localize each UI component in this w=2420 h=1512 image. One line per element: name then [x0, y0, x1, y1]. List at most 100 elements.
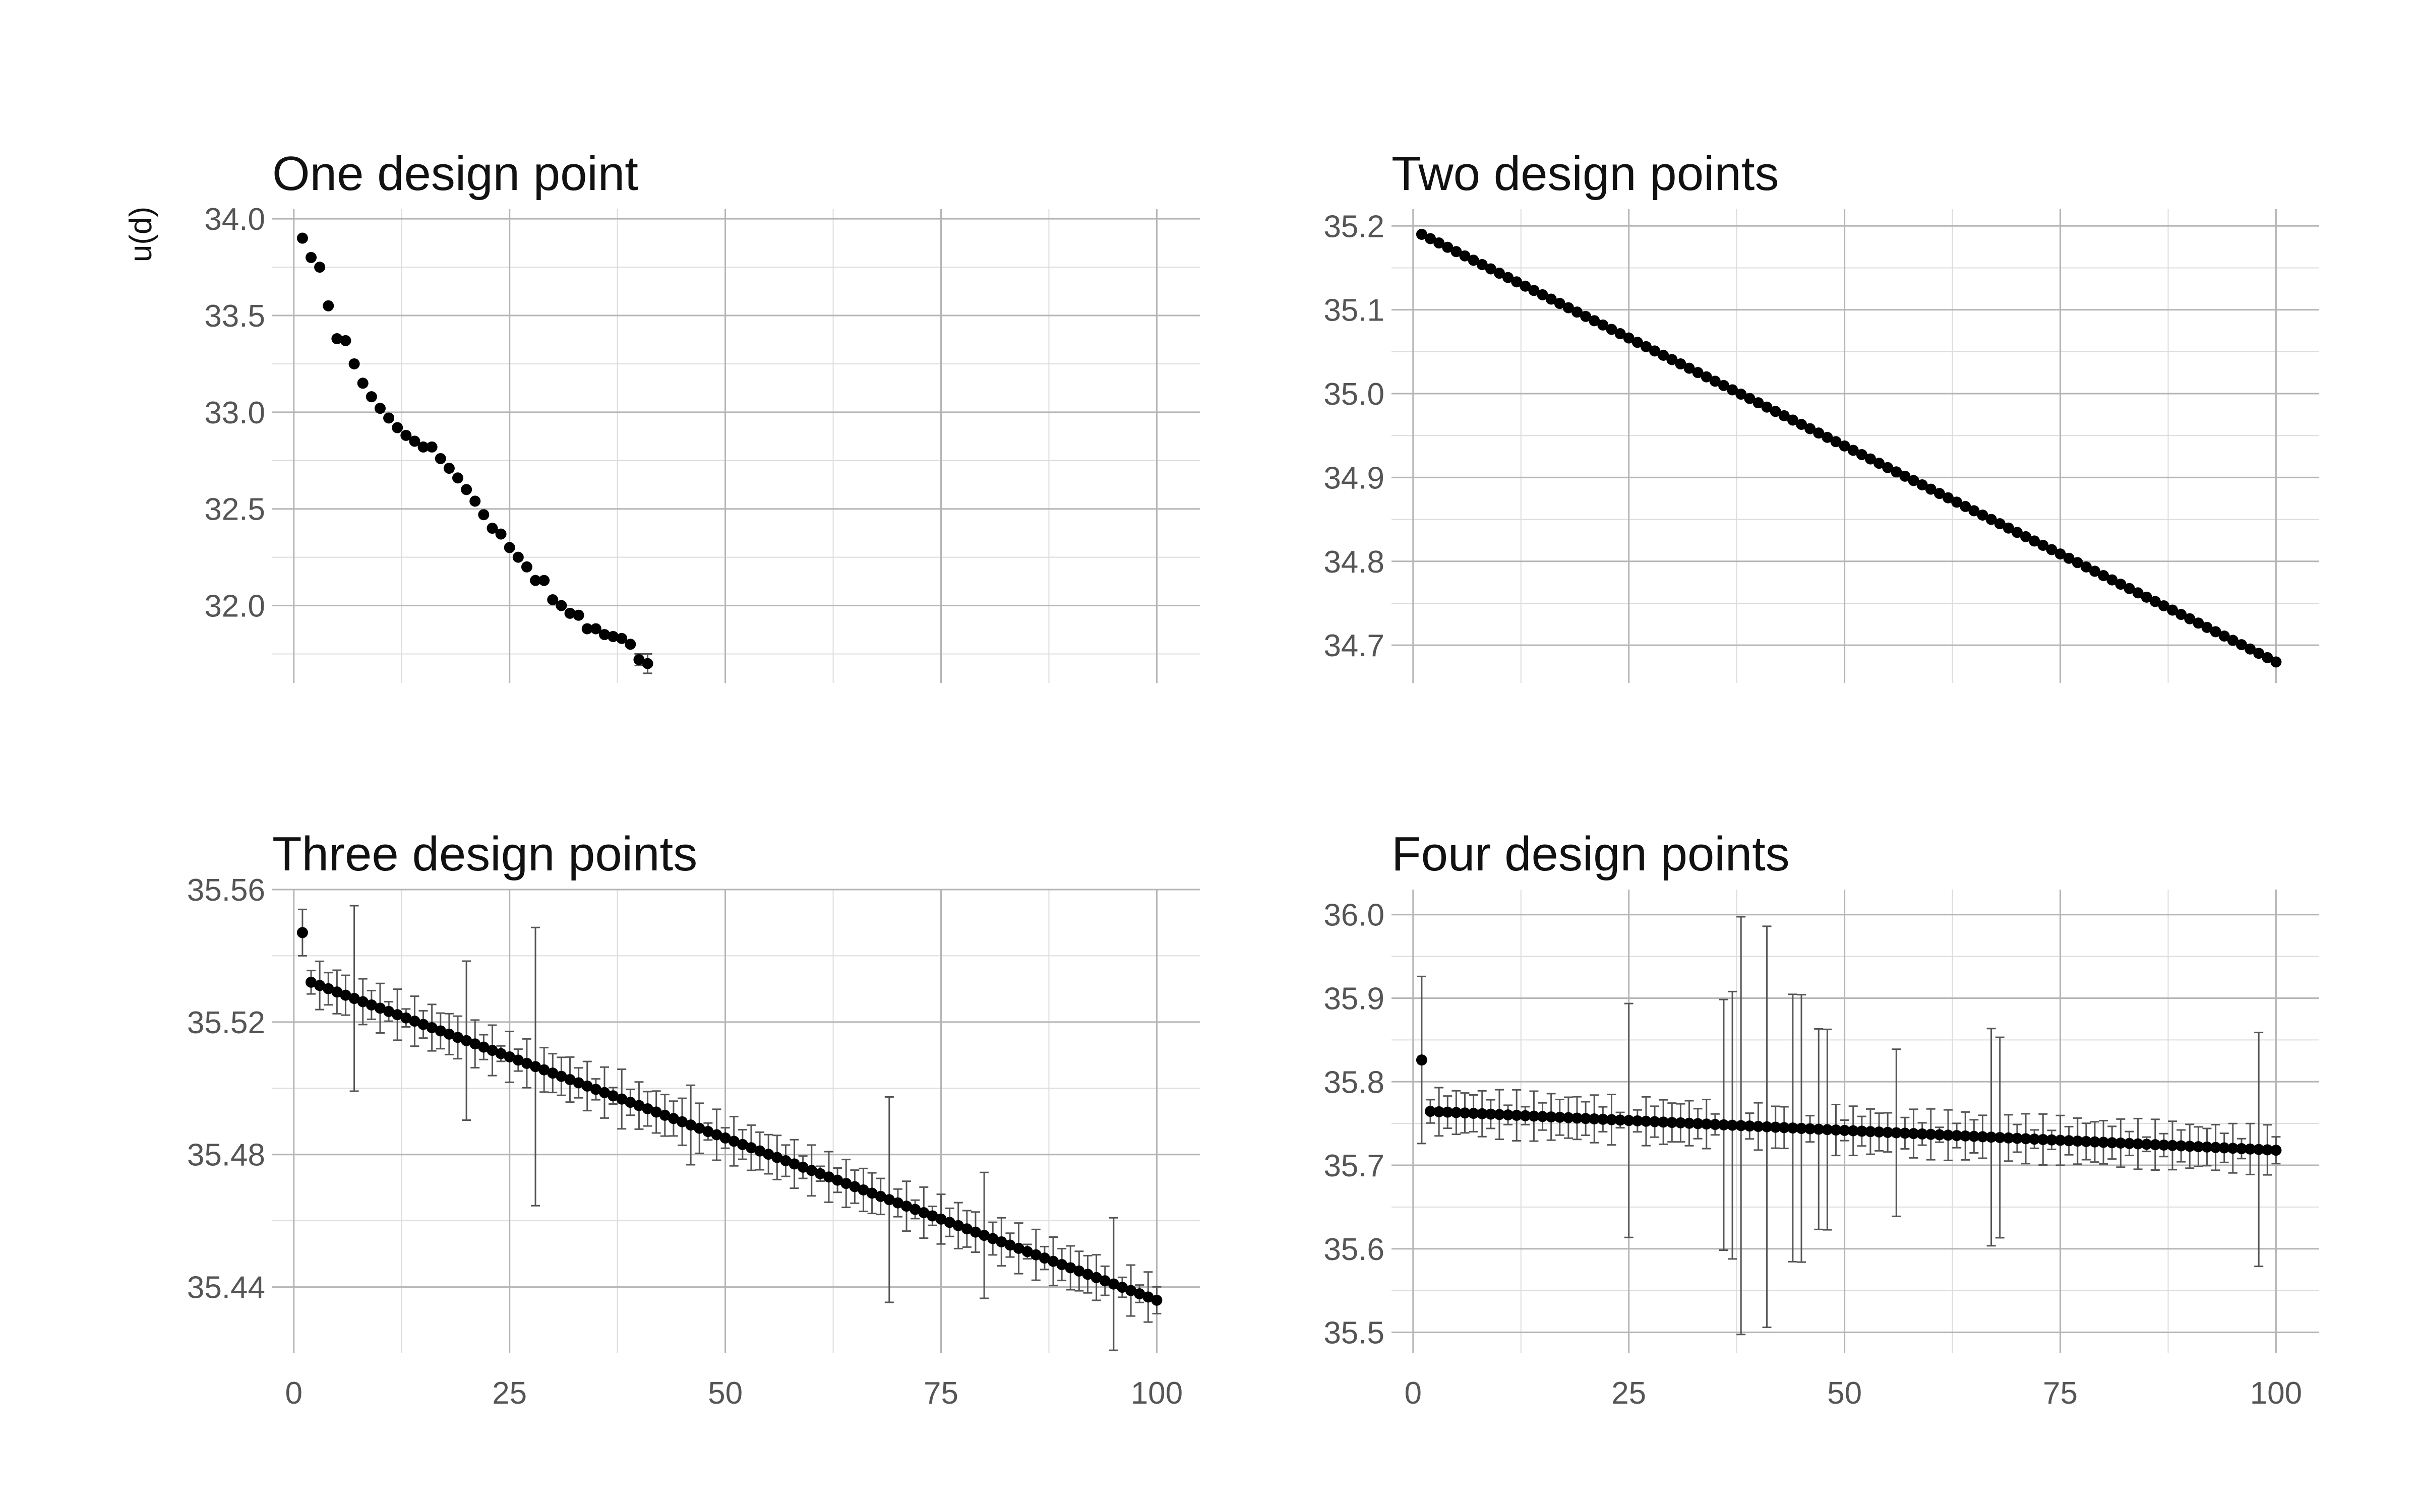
data-point	[1761, 401, 1773, 413]
data-point	[1744, 393, 1756, 404]
data-point	[849, 1181, 861, 1192]
data-point	[2270, 656, 2282, 668]
data-point	[331, 333, 343, 345]
data-point	[616, 633, 628, 644]
data-point	[1735, 1120, 1747, 1131]
data-point	[1813, 1123, 1825, 1135]
data-point	[987, 1233, 999, 1244]
data-point	[1493, 268, 1505, 279]
data-point	[970, 1226, 981, 1238]
data-point	[789, 1158, 800, 1170]
data-point	[1571, 1112, 1583, 1124]
data-point	[512, 551, 524, 563]
data-point	[400, 429, 412, 441]
data-point	[296, 232, 308, 244]
data-point	[1562, 302, 1574, 313]
data-point	[1631, 337, 1643, 348]
data-point	[1658, 349, 1669, 361]
data-point	[2210, 626, 2221, 638]
data-point	[2218, 1142, 2230, 1154]
y-axis-label: u(d)	[124, 207, 158, 262]
data-point	[2029, 1133, 2040, 1145]
data-point	[1485, 263, 1496, 275]
data-point	[469, 1038, 481, 1050]
data-point	[409, 435, 420, 447]
data-point	[314, 262, 326, 273]
y-tick-label: 35.8	[1323, 1065, 1384, 1100]
data-point	[1502, 1109, 1514, 1121]
data-point	[642, 1103, 653, 1114]
data-point	[1520, 280, 1531, 292]
panel-two-design-points: Two design points 34.7 34.8 34.9 35.0 35.1 35.…	[1323, 147, 2319, 683]
data-point	[2037, 1133, 2049, 1145]
y-tick-label: 35.6	[1323, 1232, 1384, 1267]
data-point	[478, 1041, 490, 1053]
data-point	[1727, 1119, 1738, 1131]
data-point	[1039, 1252, 1050, 1264]
data-point	[1649, 345, 1661, 357]
data-point	[677, 1116, 688, 1127]
data-point	[2253, 1144, 2265, 1155]
data-point	[2245, 1143, 2256, 1155]
data-point	[1554, 1111, 1565, 1123]
data-point	[1528, 1110, 1540, 1122]
data-point	[564, 607, 576, 619]
data-point	[702, 1126, 714, 1138]
data-point	[590, 1084, 601, 1095]
data-point	[1640, 341, 1652, 352]
data-point	[1847, 1125, 1859, 1137]
data-point	[1968, 1130, 1980, 1142]
data-point	[840, 1178, 852, 1189]
data-point	[1623, 332, 1635, 344]
data-point	[2235, 639, 2247, 651]
data-point	[1502, 272, 1514, 283]
data-point	[340, 989, 351, 1001]
data-point	[927, 1210, 938, 1222]
data-point	[1933, 1129, 1945, 1141]
data-point	[1468, 1108, 1479, 1119]
data-point	[1013, 1242, 1024, 1254]
data-point	[633, 1100, 645, 1111]
data-point	[1709, 1119, 1721, 1130]
data-point	[573, 1077, 584, 1089]
data-point	[2080, 561, 2092, 573]
data-point	[1606, 1114, 1617, 1125]
data-point	[858, 1184, 869, 1195]
data-point	[435, 1025, 446, 1037]
data-point	[538, 575, 550, 586]
data-point	[1442, 241, 1454, 253]
data-point	[409, 1016, 420, 1027]
data-point	[2227, 635, 2238, 646]
data-point	[1943, 492, 1954, 503]
data-point	[1787, 1122, 1798, 1134]
data-point	[340, 335, 351, 346]
panel-one-design-point: One design point 32.0 32.5 33.0 33.5 34.0	[204, 147, 1200, 683]
data-point	[763, 1149, 774, 1160]
data-point	[1968, 505, 1980, 517]
data-point	[1916, 479, 1928, 491]
data-point	[357, 996, 369, 1007]
data-point	[1813, 427, 1825, 439]
data-point	[1951, 1130, 1963, 1142]
data-point	[495, 1048, 507, 1059]
data-point	[616, 1093, 628, 1105]
y-tick-label: 34.9	[1323, 461, 1384, 495]
data-point	[2098, 1137, 2109, 1148]
data-point	[806, 1165, 817, 1176]
panel-four-design-points: Four design points 35.5 35.6 35.7 35.8 35.9 36…	[1323, 827, 2319, 1411]
data-point	[823, 1171, 834, 1183]
data-point	[2184, 1141, 2196, 1152]
data-point	[366, 391, 377, 403]
data-point	[1658, 1116, 1669, 1128]
y-tick-label: 35.9	[1323, 981, 1384, 1016]
data-point	[1666, 354, 1678, 365]
data-point	[547, 594, 559, 606]
panel-three-design-points: Three design points 35.44 35.48 35.52 35.56 0…	[187, 827, 1200, 1411]
data-point	[1580, 310, 1592, 322]
data-point	[1752, 397, 1764, 409]
data-point	[1537, 289, 1548, 300]
data-point	[1933, 488, 1945, 499]
data-point	[1977, 510, 1988, 521]
y-tick-label: 33.0	[204, 396, 265, 430]
data-point	[2011, 1132, 2023, 1144]
